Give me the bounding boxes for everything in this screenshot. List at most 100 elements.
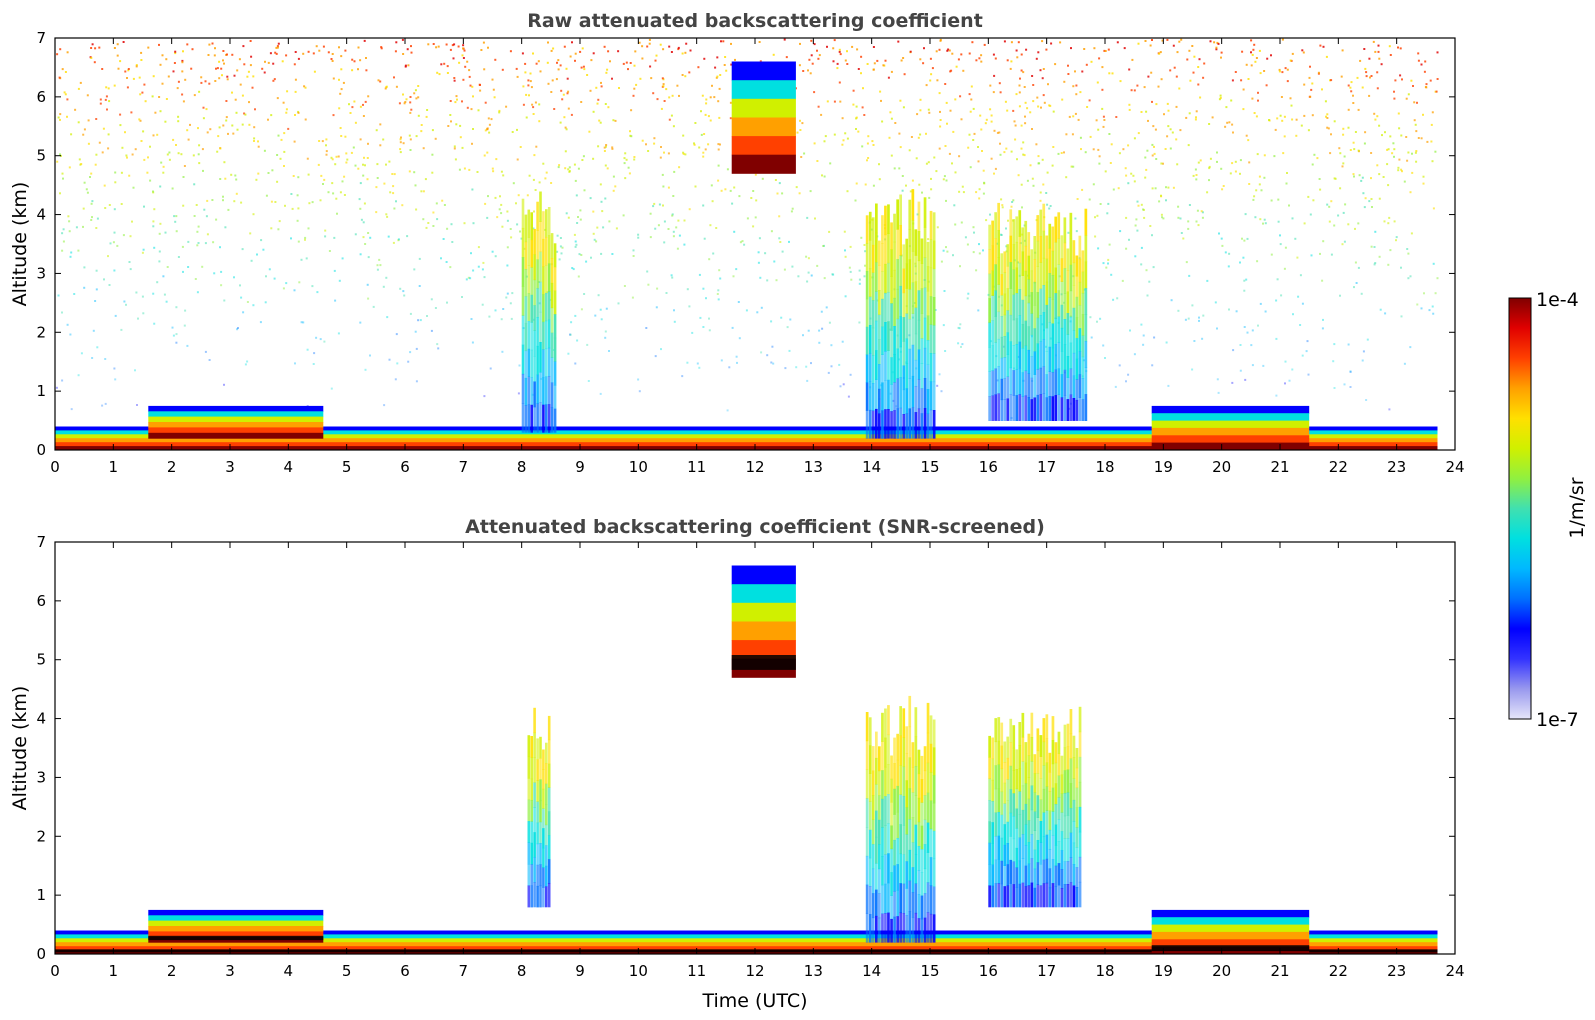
plume-cell bbox=[1051, 250, 1055, 276]
noise-point bbox=[113, 208, 116, 211]
noise-point bbox=[204, 80, 207, 83]
noise-point bbox=[402, 93, 404, 96]
noise-point bbox=[501, 350, 504, 353]
plume-cell bbox=[929, 828, 933, 858]
noise-point bbox=[1079, 91, 1082, 94]
noise-point bbox=[80, 352, 83, 355]
noise-point bbox=[1102, 115, 1105, 118]
noise-point bbox=[549, 298, 552, 301]
plume-cell bbox=[896, 348, 899, 379]
noise-point bbox=[367, 95, 370, 98]
noise-point bbox=[843, 230, 846, 233]
noise-point bbox=[1253, 112, 1256, 114]
plume-cell bbox=[1063, 217, 1067, 244]
noise-point bbox=[939, 38, 942, 41]
plume-cell bbox=[1051, 347, 1055, 373]
noise-point bbox=[399, 151, 402, 154]
noise-point bbox=[1280, 294, 1283, 297]
noise-point bbox=[966, 297, 969, 300]
plume-cell bbox=[530, 294, 533, 323]
panel1-ylabel: Altitude (km) bbox=[9, 182, 31, 307]
noise-point bbox=[1118, 364, 1121, 367]
plume-cell bbox=[899, 912, 902, 943]
plume-cell bbox=[911, 251, 915, 283]
plume-cell bbox=[896, 408, 899, 439]
plume-cell bbox=[1015, 293, 1019, 319]
noise-point bbox=[927, 238, 930, 241]
plume-cell bbox=[553, 267, 557, 291]
noise-point bbox=[1176, 163, 1179, 166]
noise-point bbox=[517, 194, 520, 197]
noise-point bbox=[1311, 82, 1314, 85]
noise-point bbox=[336, 212, 338, 215]
plume-cell bbox=[539, 736, 542, 759]
noise-point bbox=[1328, 205, 1331, 208]
plume-cell bbox=[920, 918, 924, 943]
noise-point bbox=[652, 205, 655, 208]
x-tick-label: 17 bbox=[1037, 458, 1056, 476]
noise-point bbox=[389, 191, 392, 194]
noise-point bbox=[1400, 134, 1403, 137]
noise-point bbox=[1202, 76, 1205, 79]
noise-point bbox=[1152, 266, 1155, 269]
plume-cell bbox=[1024, 395, 1028, 421]
noise-point bbox=[344, 49, 347, 52]
noise-point bbox=[1388, 408, 1391, 411]
noise-point bbox=[1022, 153, 1025, 156]
plume-cell bbox=[1054, 783, 1058, 805]
noise-point bbox=[586, 343, 589, 346]
plume-cell bbox=[994, 212, 997, 239]
noise-point bbox=[243, 112, 246, 115]
noise-point bbox=[930, 73, 933, 76]
noise-point bbox=[1065, 176, 1068, 179]
noise-point bbox=[1256, 260, 1259, 263]
plume-cell bbox=[920, 825, 924, 850]
noise-point bbox=[62, 228, 65, 231]
noise-point bbox=[1327, 127, 1330, 130]
plume-cell bbox=[1018, 722, 1022, 746]
noise-point bbox=[91, 216, 93, 219]
noise-point bbox=[1300, 124, 1303, 127]
noise-point bbox=[275, 46, 278, 49]
noise-point bbox=[1110, 273, 1113, 276]
plume-cell bbox=[536, 403, 539, 433]
noise-point bbox=[1435, 90, 1438, 93]
plume-cell bbox=[1066, 291, 1070, 314]
noise-point bbox=[1036, 96, 1039, 99]
noise-point bbox=[248, 101, 250, 104]
feature-saturated-band bbox=[731, 655, 796, 670]
plume-cell bbox=[1024, 824, 1028, 846]
noise-point bbox=[608, 350, 610, 352]
noise-point bbox=[1422, 113, 1424, 116]
noise-point bbox=[1187, 227, 1190, 230]
plume-cell bbox=[1069, 832, 1073, 858]
noise-point bbox=[838, 81, 841, 84]
noise-point bbox=[611, 147, 614, 150]
noise-point bbox=[968, 93, 971, 96]
plume-cell bbox=[1078, 781, 1082, 808]
plume-cell bbox=[530, 212, 533, 241]
noise-point bbox=[550, 49, 553, 52]
noise-point bbox=[682, 151, 685, 154]
plume-cell bbox=[1027, 232, 1031, 257]
plume-cell bbox=[521, 227, 525, 258]
plume-cell bbox=[1015, 808, 1019, 829]
noise-point bbox=[1383, 220, 1386, 223]
noise-point bbox=[1032, 100, 1035, 103]
noise-point bbox=[978, 57, 981, 60]
noise-point bbox=[1195, 116, 1197, 119]
noise-point bbox=[378, 258, 381, 261]
noise-point bbox=[980, 54, 983, 57]
noise-point bbox=[217, 135, 220, 138]
noise-point bbox=[694, 185, 697, 188]
noise-point bbox=[779, 241, 782, 243]
noise-point bbox=[1195, 178, 1198, 181]
plume-cell bbox=[868, 296, 872, 326]
noise-point bbox=[982, 169, 985, 172]
noise-point bbox=[410, 45, 412, 48]
noise-point bbox=[977, 160, 980, 163]
noise-point bbox=[726, 168, 729, 171]
feature-band bbox=[55, 934, 1438, 939]
plume-cell bbox=[1078, 831, 1082, 858]
noise-point bbox=[343, 194, 346, 196]
